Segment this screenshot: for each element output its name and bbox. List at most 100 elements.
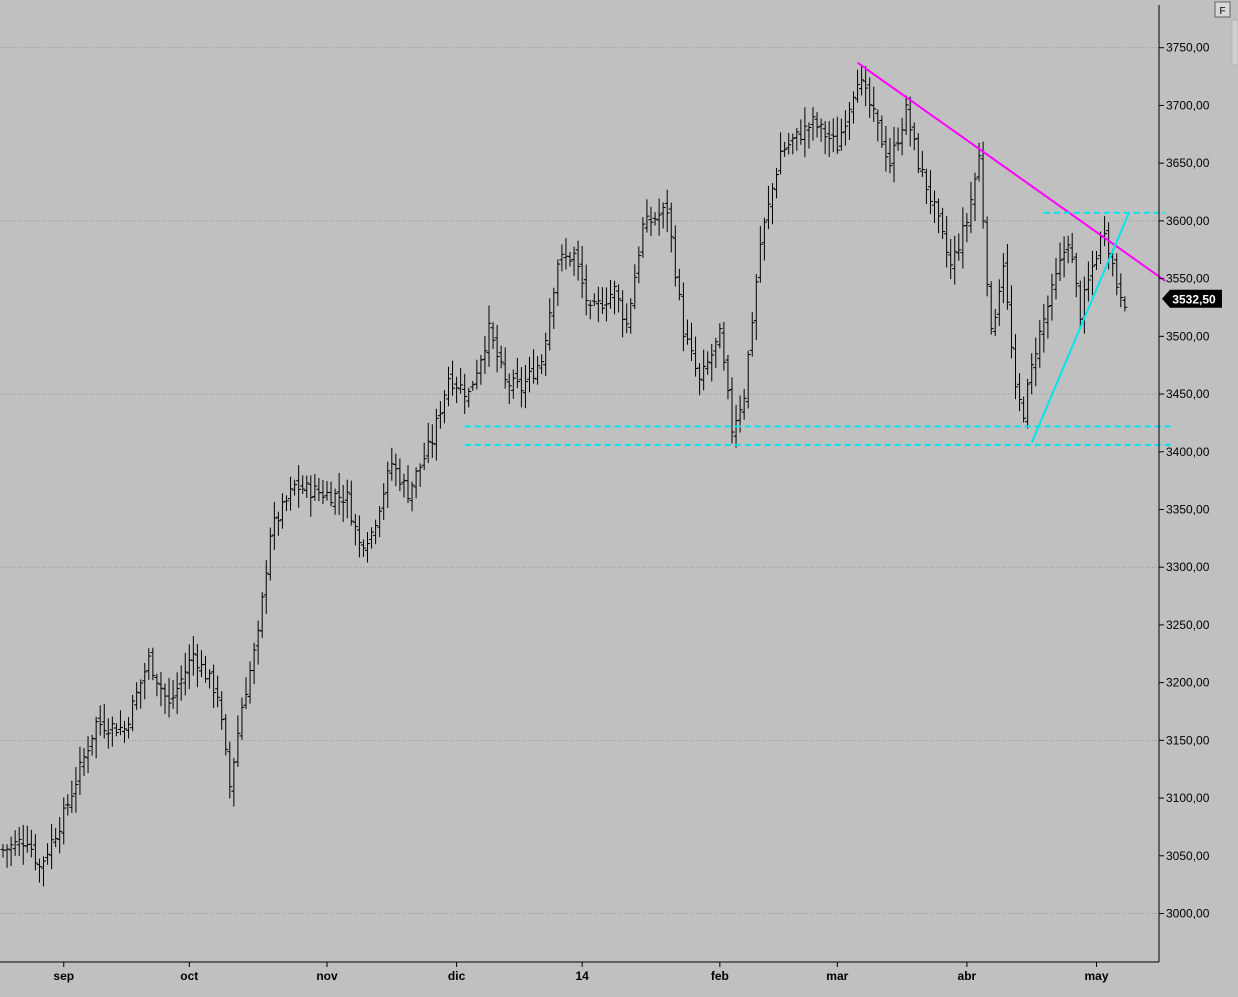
ohlc-bar: [899, 117, 905, 156]
ohlc-bar: [701, 349, 707, 391]
ohlc-bar: [867, 77, 873, 118]
ohlc-bar: [802, 107, 808, 158]
ohlc-bar: [174, 672, 180, 715]
ohlc-bar: [101, 703, 107, 739]
ohlc-bars: [0, 65, 1128, 887]
ohlc-bar: [85, 736, 91, 774]
ohlc-bar: [65, 794, 71, 816]
ohlc-bar: [235, 715, 241, 767]
ohlc-bar: [891, 126, 897, 183]
ohlc-bar: [948, 238, 954, 280]
ohlc-bar: [1085, 261, 1091, 302]
ohlc-bar: [437, 401, 443, 429]
ohlc-bar: [765, 185, 771, 230]
ohlc-bar: [697, 363, 703, 396]
ohlc-bar: [170, 679, 176, 709]
ohlc-bar: [502, 347, 508, 389]
ohlc-bar: [182, 652, 188, 696]
y-tick-label: 3650,00: [1166, 156, 1210, 170]
trendline[interactable]: [856, 61, 1166, 282]
ohlc-bar: [1094, 250, 1099, 271]
ohlc-bar: [620, 290, 626, 338]
ohlc-bar: [972, 172, 978, 222]
y-tick-label: 3450,00: [1166, 387, 1210, 401]
ohlc-bar: [81, 748, 87, 776]
ohlc-bar: [446, 366, 451, 407]
x-ticks: sep oct nov dic 14 feb mar abr may: [53, 962, 1109, 983]
ohlc-bar: [522, 364, 528, 409]
trendline[interactable]: [1030, 212, 1130, 443]
ohlc-bar: [774, 167, 780, 199]
ohlc-bar: [559, 244, 565, 272]
ohlc-bar: [275, 511, 281, 536]
ohlc-bar: [1033, 337, 1039, 387]
ohlc-bar: [838, 118, 844, 151]
ohlc-bar: [365, 532, 370, 563]
ohlc-bar: [624, 303, 630, 334]
ohlc-bar: [8, 836, 14, 866]
ohlc-bar: [1049, 273, 1055, 321]
y-tick-label: 3050,00: [1166, 849, 1210, 863]
ohlc-bar: [757, 226, 763, 283]
ohlc-bar: [1089, 250, 1095, 296]
ohlc-bar: [514, 357, 520, 389]
y-tick-label: 3350,00: [1166, 502, 1210, 516]
ohlc-bar: [316, 478, 322, 502]
ohlc-bar: [960, 207, 966, 269]
ohlc-bar: [348, 480, 354, 526]
ohlc-bar: [583, 264, 589, 316]
ohlc-bar: [393, 453, 399, 487]
ohlc-bar: [494, 324, 500, 373]
ohlc-bar: [859, 65, 865, 96]
ohlc-bar: [814, 112, 820, 138]
ohlc-bar: [57, 816, 63, 854]
ohlc-bar: [1021, 396, 1027, 423]
gridlines: [0, 47, 1159, 914]
ohlc-bar: [296, 465, 302, 508]
ohlc-bar: [61, 797, 67, 845]
ohlc-bar: [551, 287, 557, 330]
ohlc-bar: [223, 714, 229, 756]
ohlc-bar: [36, 858, 42, 883]
ohlc-bar: [1073, 253, 1079, 298]
ohlc-bar: [377, 506, 383, 538]
ohlc-bar: [790, 133, 796, 155]
ohlc-bar: [381, 483, 387, 521]
ohlc-bar: [482, 335, 488, 375]
corner-button-label: F: [1219, 6, 1225, 17]
ohlc-bar: [259, 592, 265, 638]
ohlc-bar: [1029, 353, 1035, 395]
ohlc-bar: [510, 369, 516, 399]
y-tick-label: 3300,00: [1166, 560, 1210, 574]
ohlc-bar: [211, 664, 217, 708]
ohlc-bar: [405, 465, 411, 504]
ohlc-bar: [247, 661, 253, 704]
ohlc-bar: [806, 122, 812, 149]
ohlc-bar: [664, 189, 670, 233]
x-tick-label: dic: [448, 969, 466, 983]
ohlc-bar: [486, 305, 492, 367]
ohlc-bar: [555, 259, 561, 306]
ohlc-bar: [782, 141, 788, 157]
ohlc-bar: [1114, 253, 1120, 296]
ohlc-bar: [45, 843, 51, 865]
ohlc-bar: [652, 212, 658, 226]
corner-button[interactable]: F: [1214, 1, 1231, 18]
ohlc-bar: [450, 360, 456, 396]
ohlc-bar: [389, 447, 395, 481]
ohlc-bar: [284, 495, 289, 512]
ohlc-bar: [32, 834, 38, 871]
last-price-label: 3532,50: [1172, 292, 1216, 306]
scrollbar[interactable]: [1231, 19, 1238, 66]
ohlc-bar: [312, 473, 318, 501]
ohlc-bar: [842, 110, 848, 146]
ohlc-bar: [1008, 285, 1014, 359]
ohlc-bar: [122, 720, 127, 743]
ohlc-bar: [996, 279, 1002, 326]
ohlc-bar: [324, 481, 330, 501]
ohlc-bar: [875, 109, 881, 142]
ohlc-bar: [478, 354, 484, 385]
y-tick-label: 3100,00: [1166, 791, 1210, 805]
ohlc-bar: [1118, 273, 1124, 308]
